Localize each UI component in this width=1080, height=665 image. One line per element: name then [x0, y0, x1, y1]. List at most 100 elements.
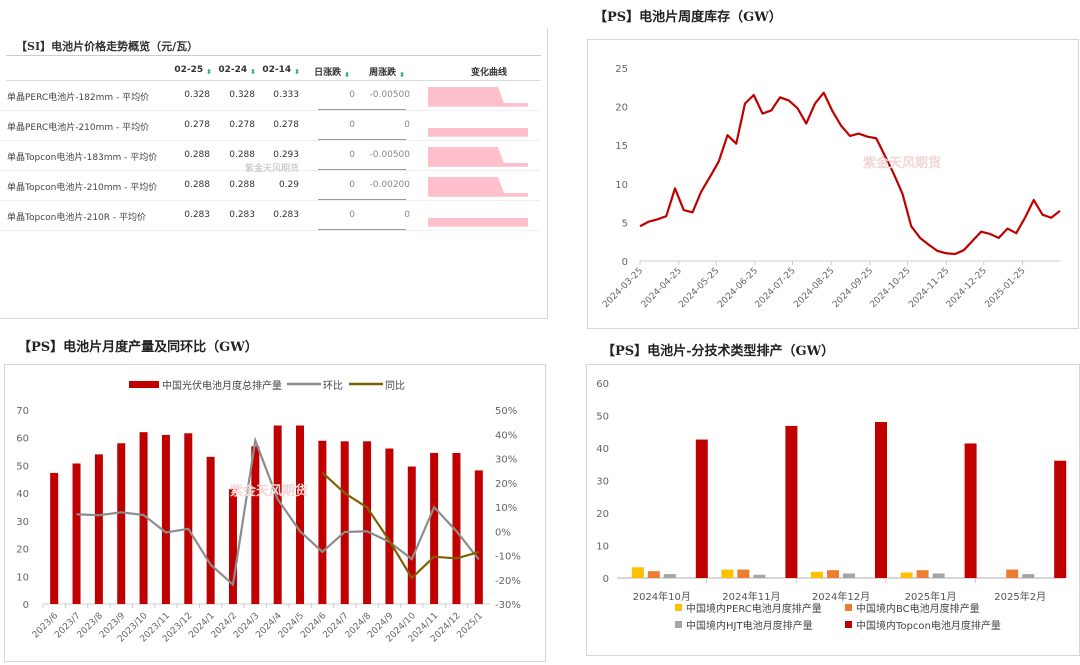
row-name: 单晶Topcon电池片-210mm - 平均价: [7, 180, 157, 193]
trend-sparkline: [428, 205, 528, 227]
y-left-tick-label: 50: [16, 461, 29, 472]
x-tick-label: 2024年12月: [812, 590, 870, 603]
price-02-25: 0.328: [184, 90, 210, 100]
production-bar: [475, 470, 483, 604]
week-change: -0.00200: [370, 180, 410, 190]
production-bar: [341, 441, 349, 604]
production-bar: [95, 454, 103, 604]
sort-arrows-icon: ⬍: [344, 71, 350, 79]
price-02-25: 0.283: [184, 210, 210, 220]
day-change: 0: [349, 210, 355, 220]
bar-hjt: [753, 575, 765, 578]
y-left-tick-label: 70: [16, 406, 29, 417]
col-header-trend: 变化曲线: [471, 65, 507, 78]
bar-bc: [737, 570, 749, 578]
y-tick-label: 5: [622, 218, 628, 229]
sort-arrows-icon: ⬍: [294, 68, 300, 76]
bar-perc: [901, 572, 913, 578]
x-tick-label: 2025年2月: [994, 590, 1046, 603]
production-bar: [50, 473, 58, 604]
production-bar: [117, 443, 125, 604]
price-02-14: 0.29: [279, 180, 299, 190]
table-row[interactable]: 单晶PERC电池片-210mm - 平均价 0.278 0.278 0.278 …: [0, 111, 540, 141]
table-row[interactable]: 单晶Topcon电池片-210R - 平均价 0.283 0.283 0.283…: [0, 201, 540, 231]
week-change: -0.00500: [370, 150, 410, 160]
bar-hjt: [933, 573, 945, 578]
y-left-tick-label: 40: [16, 489, 29, 500]
price-02-24: 0.328: [229, 90, 255, 100]
y-left-tick-label: 0: [23, 600, 29, 611]
price-overview-panel: 【SI】电池片价格走势概览（元/瓦） 02-25⬍ 02-24⬍ 02-14⬍ …: [0, 28, 548, 319]
row-name: 单晶PERC电池片-210mm - 平均价: [7, 120, 149, 133]
x-tick-label: 2024-12-25: [945, 266, 989, 310]
production-bar: [162, 435, 170, 604]
legend-swatch-production: [129, 381, 159, 388]
col-header-02-24[interactable]: 02-24⬍: [218, 65, 256, 76]
table-row[interactable]: 单晶PERC电池片-182mm - 平均价 0.328 0.328 0.333 …: [0, 81, 540, 111]
price-02-14: 0.283: [273, 210, 299, 220]
bar-topcon: [785, 426, 797, 578]
y-right-tick-label: -10%: [495, 552, 521, 563]
sparkline-area: [428, 147, 528, 167]
table-row[interactable]: 单晶Topcon电池片-210mm - 平均价 0.288 0.288 0.29…: [0, 171, 540, 201]
production-bar: [296, 426, 304, 604]
watermark: 紫金天风期货: [863, 155, 941, 171]
legend-label: 中国境内HJT电池月度排产量: [686, 619, 813, 632]
price-02-24: 0.288: [229, 150, 255, 160]
bar-topcon: [875, 422, 887, 578]
bar-bc: [917, 570, 929, 578]
trend-sparkline: [428, 115, 528, 137]
x-tick-label: 2024年10月: [633, 590, 691, 603]
col-header-02-25[interactable]: 02-25⬍: [174, 65, 212, 76]
y-left-tick-label: 20: [16, 545, 29, 556]
price-table-title: 【SI】电池片价格走势概览（元/瓦）: [16, 38, 198, 54]
price-02-24: 0.278: [229, 120, 255, 130]
price-02-24: 0.288: [229, 180, 255, 190]
legend-label: 中国境内PERC电池月度排产量: [686, 602, 822, 615]
y-tick-label: 60: [596, 379, 609, 390]
y-left-tick-label: 10: [16, 572, 29, 583]
col-header-week-change[interactable]: 周涨跌⬍: [369, 65, 405, 79]
sparkline-area: [428, 128, 528, 137]
legend-label: 中国境内BC电池月度排产量: [856, 602, 980, 615]
y-right-tick-label: 20%: [495, 479, 517, 490]
sparkline-area: [428, 218, 528, 227]
bar-perc: [811, 572, 823, 578]
row-separator: [0, 230, 540, 231]
bar-perc: [721, 570, 733, 578]
x-tick-label: 2025-01-25: [984, 266, 1028, 310]
price-02-24: 0.283: [229, 210, 255, 220]
production-bar: [207, 457, 215, 604]
day-change: 0: [349, 150, 355, 160]
production-bar: [318, 441, 326, 604]
bar-topcon: [1054, 461, 1066, 578]
legend-label-mom: 环比: [323, 380, 343, 392]
col-header-day-change[interactable]: 日涨跌⬍: [314, 65, 350, 79]
inventory-line: [640, 93, 1060, 254]
price-02-14: 0.293: [273, 150, 299, 160]
bar-hjt: [1022, 574, 1034, 578]
y-tick-label: 50: [596, 412, 609, 423]
col-header-02-14[interactable]: 02-14⬍: [262, 65, 300, 76]
watermark: 紫金天风期货: [245, 161, 299, 174]
bar-bc: [827, 570, 839, 578]
production-bar: [363, 441, 371, 604]
price-02-25: 0.278: [184, 120, 210, 130]
y-right-tick-label: 40%: [495, 430, 517, 441]
y-tick-label: 20: [615, 103, 628, 114]
y-right-tick-label: 0%: [495, 527, 511, 538]
bar-hjt: [843, 573, 855, 578]
y-tick-label: 30: [596, 477, 609, 488]
sort-arrows-icon: ⬍: [399, 71, 405, 79]
sparkline-area: [428, 87, 528, 107]
y-tick-label: 10: [615, 180, 628, 191]
y-right-tick-label: 10%: [495, 503, 517, 514]
legend-label-production: 中国光伏电池月度总排产量: [162, 379, 282, 392]
production-bar: [184, 433, 192, 604]
trend-sparkline: [428, 85, 528, 107]
bar-bc: [648, 571, 660, 578]
price-02-14: 0.333: [273, 90, 299, 100]
legend-swatch: [845, 604, 852, 611]
production-bar: [229, 489, 237, 604]
